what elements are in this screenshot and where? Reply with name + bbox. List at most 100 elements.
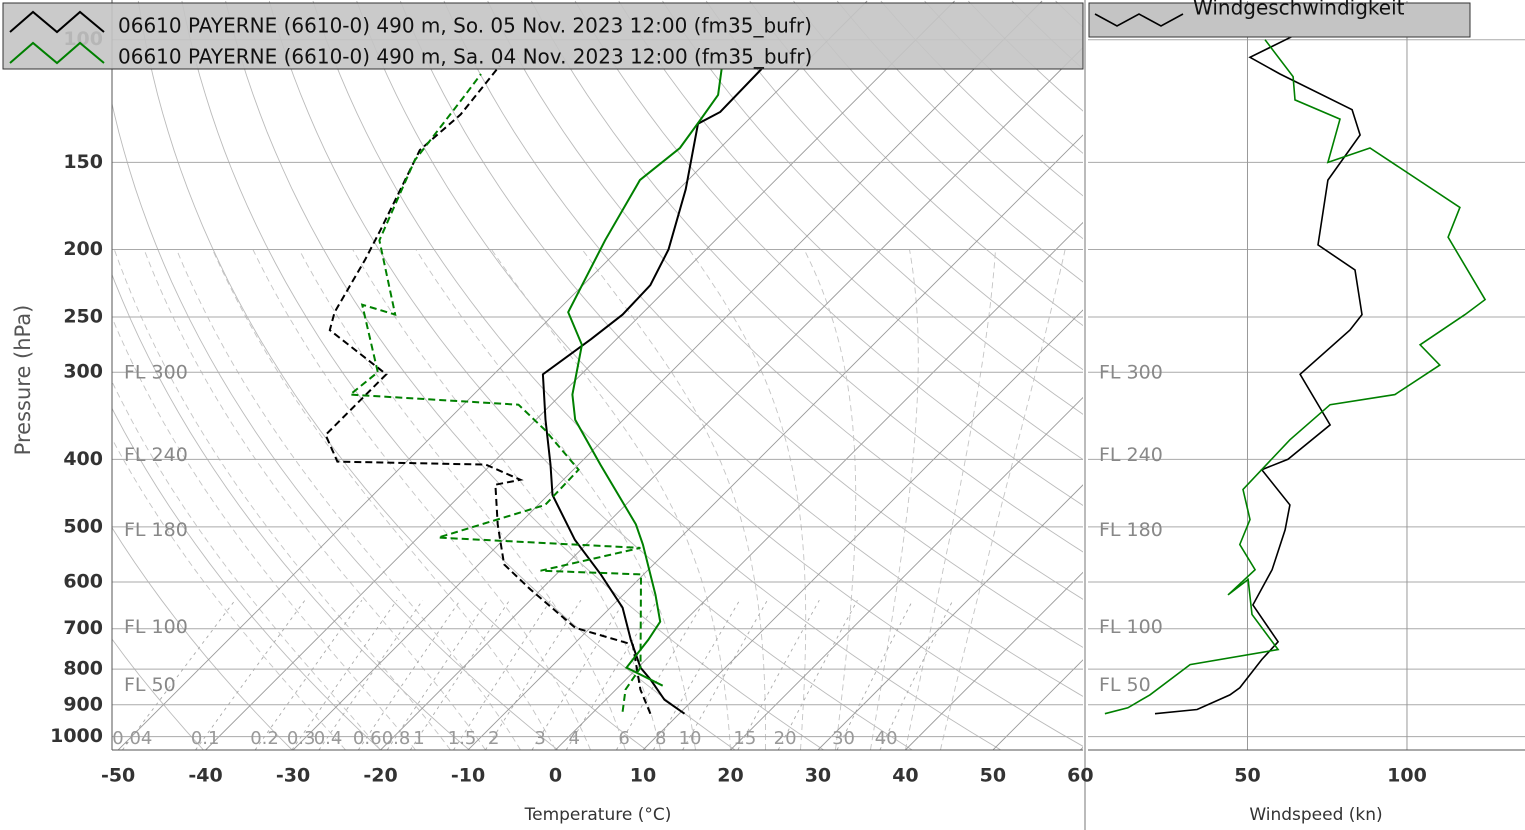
flight-level-label: FL 100 (1099, 616, 1163, 638)
flight-level-label: FL 300 (124, 362, 188, 384)
x-tick-label: 100 (1387, 765, 1427, 787)
axes: Temperature (°C) Pressure (hPa) Windspee… (11, 0, 1525, 830)
y-tick-label: 200 (63, 238, 103, 260)
mixing-ratio-line (254, 599, 363, 750)
moist-adiabat (939, 249, 1066, 750)
legend: 06610 PAYERNE (6610-0) 490 m, So. 05 Nov… (2, 0, 1471, 70)
x-tick-label: -50 (101, 765, 135, 787)
mixing-ratio-label: 1.5 (448, 728, 477, 749)
mixing-ratio-label: 15 (733, 728, 756, 749)
y-tick-label: 1000 (50, 725, 103, 747)
mixing-ratio-label: 20 (774, 728, 797, 749)
moist-adiabat (143, 249, 486, 750)
mixing-ratio-line (777, 599, 858, 750)
x-tick-label: 40 (892, 765, 918, 787)
moist-adiabat (352, 249, 661, 750)
wind-plot (1088, 1, 1525, 750)
moist-adiabat (869, 249, 919, 750)
moist-adiabat (581, 249, 766, 750)
mixing-ratio-line (195, 599, 306, 750)
isotherm (555, 221, 1083, 750)
isotherm (642, 309, 1083, 750)
dry-adiabat (749, 0, 1083, 327)
legend-icon (9, 10, 105, 34)
dry-adiabat (836, 0, 1083, 240)
mixing-ratio-line (357, 599, 461, 750)
wind-line (1104, 39, 1487, 715)
mixing-ratio-line (616, 599, 706, 750)
y-tick-label: 500 (63, 515, 103, 537)
flight-level-label: FL 240 (1099, 444, 1163, 466)
moist-adiabat (112, 437, 346, 750)
isotherm (730, 396, 1083, 750)
dry-adiabat (705, 0, 1083, 371)
y-tick-label: 600 (63, 571, 103, 593)
dry-adiabat (880, 0, 1083, 197)
flight-level-label: FL 100 (124, 616, 188, 638)
mixing-ratio-line (318, 599, 424, 750)
moist-adiabat (803, 249, 857, 750)
legend-box (2, 2, 1084, 70)
legend-icon (1094, 13, 1184, 27)
dry-adiabat (399, 0, 1083, 697)
y-tick-label: 300 (63, 361, 103, 383)
dry-adiabat (112, 101, 559, 750)
x-tick-label: 50 (980, 765, 1006, 787)
dry-adiabat (181, 0, 736, 750)
wind-legend-box (1088, 2, 1471, 38)
y-tick-label: 400 (63, 448, 103, 470)
mixing-ratio-line (386, 599, 489, 750)
x-tick-label: 0 (549, 765, 562, 787)
flight-level-label: FL 50 (124, 674, 176, 696)
dry-adiabat (924, 0, 1083, 154)
moist-adiabat (252, 249, 591, 750)
dry-adiabat (112, 273, 470, 750)
x-tick-label: 50 (1234, 765, 1260, 787)
wind-line (1154, 35, 1363, 715)
mixing-ratio-line (565, 599, 658, 750)
wind-x-axis-label: Windspeed (kn) (1249, 805, 1382, 825)
moist-adiabat (212, 249, 556, 750)
x-tick-label: 30 (805, 765, 831, 787)
isotherm (905, 571, 1083, 750)
wind-legend-label: Windgeschwindigkeit (1193, 0, 1405, 20)
y-tick-label: 800 (63, 658, 103, 680)
mixing-ratio-line (291, 599, 398, 750)
mixing-ratio-label: 40 (875, 728, 898, 749)
mixing-ratio-label: 4 (568, 728, 579, 749)
dry-adiabat (112, 526, 293, 750)
moist-adiabat (415, 249, 696, 750)
x-tick-label: 10 (630, 765, 656, 787)
moist-adiabat (112, 316, 416, 750)
mixing-ratio-line (453, 599, 552, 750)
x-tick-label: -20 (363, 765, 397, 787)
y-tick-label: 900 (63, 693, 103, 715)
mixing-ratio-label: 30 (832, 728, 855, 749)
temperature-line (567, 68, 723, 687)
flight-level-label: FL 50 (1099, 674, 1151, 696)
x-tick-label: 20 (717, 765, 743, 787)
mixing-ratio-label: 1 (413, 728, 424, 749)
x-axis-label: Temperature (°C) (524, 805, 672, 825)
x-tick-label: 60 (1067, 765, 1093, 787)
mixing-ratio-label: 0.1 (191, 728, 220, 749)
temperature-line (541, 67, 763, 715)
dewpoint-line (347, 73, 643, 712)
legend-icon (9, 41, 105, 65)
isotherm (292, 0, 1043, 750)
dry-adiabat (137, 0, 647, 750)
moist-adiabat (176, 249, 521, 750)
y-tick-label: 250 (63, 306, 103, 328)
skewt-plot (112, 0, 1083, 750)
flight-level-label: FL 300 (1099, 362, 1163, 384)
mixing-ratio-line (531, 599, 626, 750)
mixing-ratio-label: 2 (488, 728, 499, 749)
x-tick-label: -40 (188, 765, 222, 787)
isotherm (467, 134, 1083, 750)
dry-adiabat (793, 0, 1083, 283)
dry-adiabat (356, 0, 1083, 747)
mixing-ratio-line (409, 599, 510, 750)
dry-adiabat (225, 0, 824, 750)
